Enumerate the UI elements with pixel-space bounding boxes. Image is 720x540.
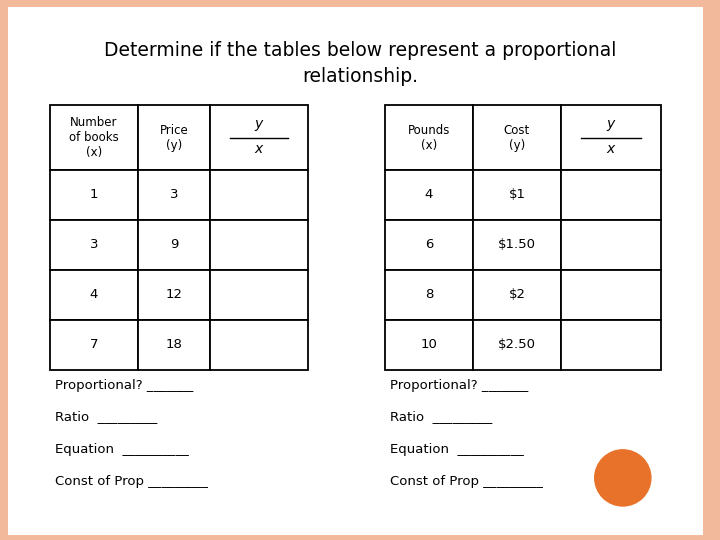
Text: 12: 12 <box>166 288 182 301</box>
Text: Ratio  _________: Ratio _________ <box>390 410 492 423</box>
Text: 10: 10 <box>420 339 438 352</box>
Text: Ratio  _________: Ratio _________ <box>55 410 157 423</box>
Text: $1.50: $1.50 <box>498 239 536 252</box>
Text: Proportional? _______: Proportional? _______ <box>390 379 528 392</box>
Bar <box>138 320 210 370</box>
Bar <box>561 105 661 170</box>
Bar <box>50 105 138 170</box>
Text: 3: 3 <box>90 239 98 252</box>
Circle shape <box>595 450 651 506</box>
Text: Cost
(y): Cost (y) <box>504 124 530 152</box>
Bar <box>50 220 138 270</box>
Bar <box>561 170 661 220</box>
Text: Pounds
(x): Pounds (x) <box>408 124 450 152</box>
Text: 7: 7 <box>90 339 98 352</box>
Text: 4: 4 <box>90 288 98 301</box>
Bar <box>473 320 561 370</box>
Bar <box>50 320 138 370</box>
Text: Const of Prop _________: Const of Prop _________ <box>390 475 543 488</box>
Bar <box>473 170 561 220</box>
Text: Determine if the tables below represent a proportional: Determine if the tables below represent … <box>104 40 616 59</box>
Bar <box>385 220 473 270</box>
Text: 8: 8 <box>425 288 433 301</box>
Bar <box>385 270 473 320</box>
Bar <box>210 170 308 220</box>
Text: $y$: $y$ <box>253 118 264 133</box>
Bar <box>50 270 138 320</box>
Bar <box>385 105 473 170</box>
Text: relationship.: relationship. <box>302 66 418 85</box>
Bar <box>210 270 308 320</box>
Text: $2.50: $2.50 <box>498 339 536 352</box>
Bar <box>561 220 661 270</box>
Bar <box>385 320 473 370</box>
Bar <box>210 320 308 370</box>
Text: 18: 18 <box>166 339 182 352</box>
Text: $1: $1 <box>508 188 526 201</box>
Text: 9: 9 <box>170 239 178 252</box>
Text: Number
of books
(x): Number of books (x) <box>69 116 119 159</box>
Bar <box>210 105 308 170</box>
Bar <box>138 270 210 320</box>
Bar <box>138 105 210 170</box>
Text: 3: 3 <box>170 188 179 201</box>
Text: Equation  __________: Equation __________ <box>390 442 523 456</box>
Text: Const of Prop _________: Const of Prop _________ <box>55 475 208 488</box>
Bar <box>50 170 138 220</box>
Text: $x$: $x$ <box>606 142 616 156</box>
Text: $x$: $x$ <box>253 142 264 156</box>
Bar <box>385 170 473 220</box>
Bar <box>138 220 210 270</box>
Bar <box>473 270 561 320</box>
Text: Proportional? _______: Proportional? _______ <box>55 379 193 392</box>
Bar <box>210 220 308 270</box>
Bar <box>561 270 661 320</box>
Text: $2: $2 <box>508 288 526 301</box>
Text: Price
(y): Price (y) <box>160 124 189 152</box>
Text: 4: 4 <box>425 188 433 201</box>
Text: 1: 1 <box>90 188 98 201</box>
Text: Equation  __________: Equation __________ <box>55 442 189 456</box>
Bar <box>473 105 561 170</box>
Bar <box>473 220 561 270</box>
Bar <box>138 170 210 220</box>
Bar <box>561 320 661 370</box>
Text: 6: 6 <box>425 239 433 252</box>
Text: $y$: $y$ <box>606 118 616 133</box>
